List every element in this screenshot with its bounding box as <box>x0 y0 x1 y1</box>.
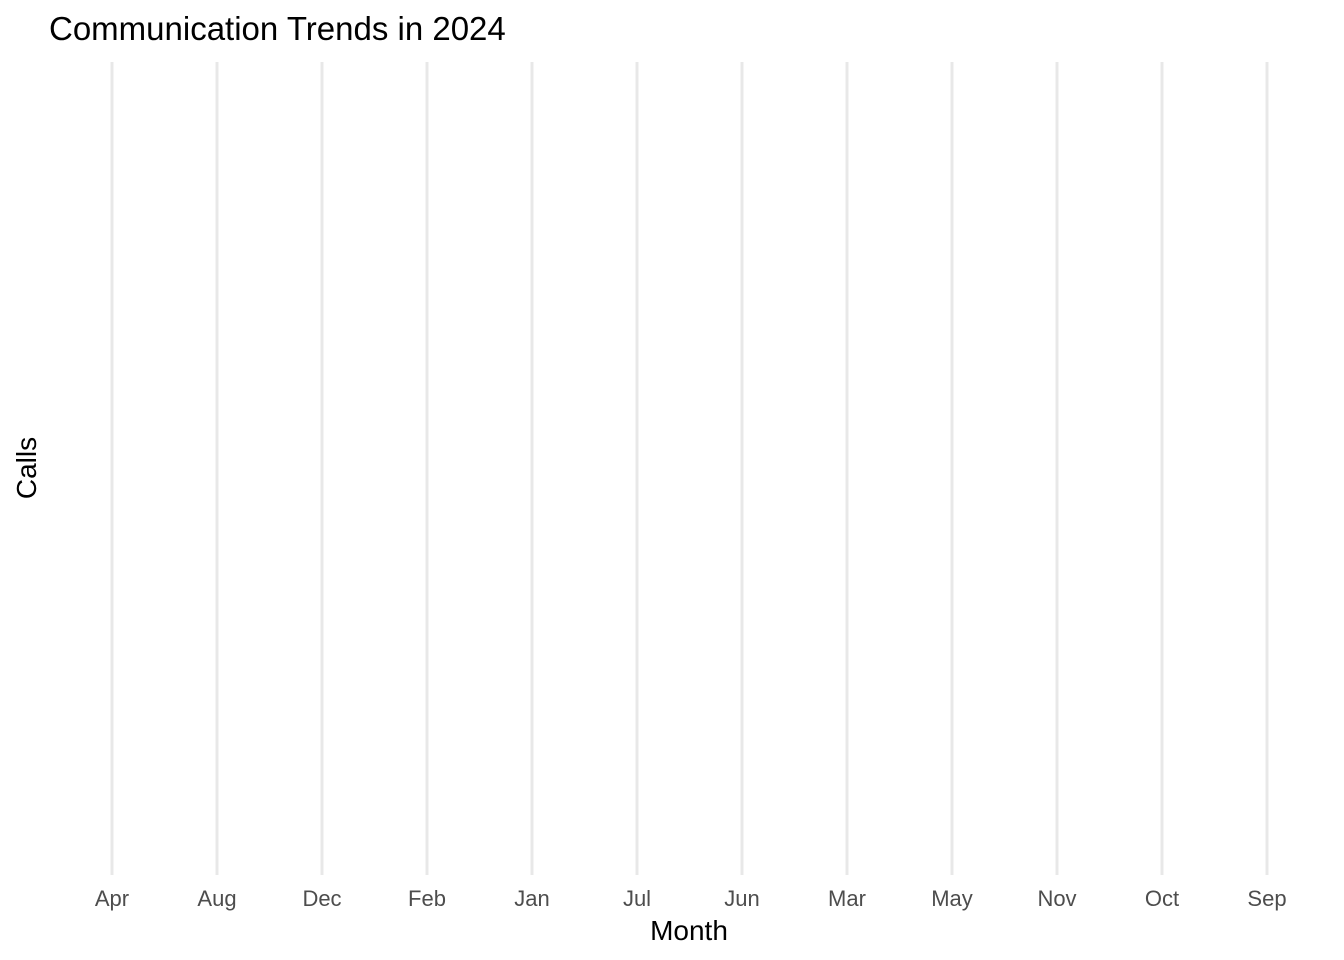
x-gridlines <box>110 62 1269 875</box>
plot-panel: Apr Aug Dec Feb Jan Jul Jun Mar May Nov Oct Sep <box>95 62 1287 911</box>
x-tick-label-may: May <box>931 886 973 911</box>
x-axis-title: Month <box>650 915 728 946</box>
x-tick-label-jun: Jun <box>724 886 759 911</box>
x-tick-label-feb: Feb <box>408 886 446 911</box>
x-tick-label-apr: Apr <box>95 886 129 911</box>
x-tick-label-jan: Jan <box>514 886 549 911</box>
x-tick-labels: Apr Aug Dec Feb Jan Jul Jun Mar May Nov Oct Sep <box>95 886 1287 911</box>
x-tick-label-oct: Oct <box>1145 886 1179 911</box>
x-tick-label-aug: Aug <box>197 886 236 911</box>
chart-title: Communication Trends in 2024 <box>49 10 506 47</box>
x-tick-label-nov: Nov <box>1037 886 1076 911</box>
x-tick-label-mar: Mar <box>828 886 866 911</box>
y-axis-title: Calls <box>11 437 42 499</box>
x-tick-label-sep: Sep <box>1247 886 1286 911</box>
x-tick-label-dec: Dec <box>302 886 341 911</box>
x-tick-label-jul: Jul <box>623 886 651 911</box>
